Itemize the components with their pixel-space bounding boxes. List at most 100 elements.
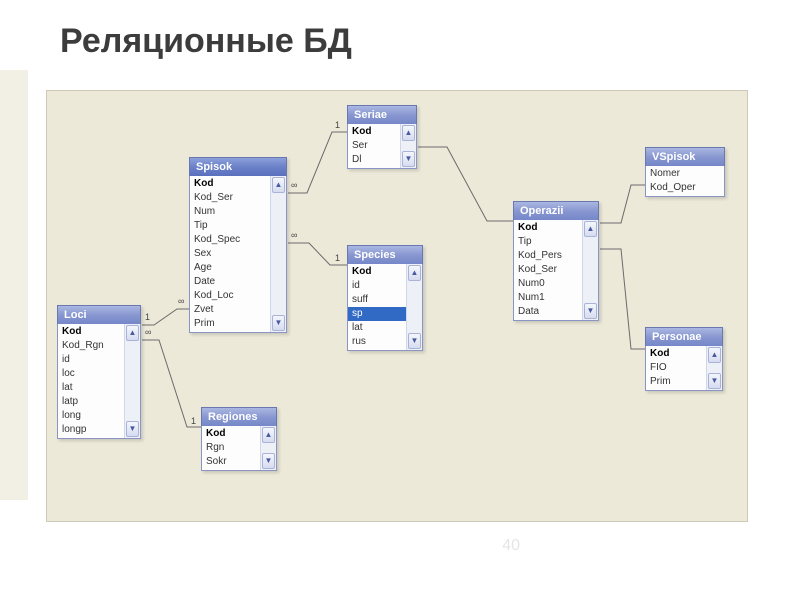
field-spisok-date[interactable]: Date bbox=[190, 275, 270, 289]
field-spisok-kod_spec[interactable]: Kod_Spec bbox=[190, 233, 270, 247]
field-species-kod[interactable]: Kod bbox=[348, 265, 406, 279]
cardinality-label: 1 bbox=[145, 313, 150, 322]
field-spisok-kod_ser[interactable]: Kod_Ser bbox=[190, 191, 270, 205]
field-operazii-data[interactable]: Data bbox=[514, 305, 582, 319]
field-spisok-prim[interactable]: Prim bbox=[190, 317, 270, 331]
table-regiones[interactable]: RegionesKodRgnSokr▲▼ bbox=[201, 407, 277, 471]
table-header-regiones[interactable]: Regiones bbox=[201, 407, 277, 426]
table-loci[interactable]: LociKodKod_Rgnidloclatlatplonglongp▲▼ bbox=[57, 305, 141, 439]
scrollbar[interactable]: ▲▼ bbox=[260, 426, 276, 470]
field-spisok-zvet[interactable]: Zvet bbox=[190, 303, 270, 317]
cardinality-label: ∞ bbox=[178, 297, 184, 306]
field-loci-kod[interactable]: Kod bbox=[58, 325, 124, 339]
scrollbar[interactable]: ▲▼ bbox=[270, 176, 286, 332]
scroll-down-icon[interactable]: ▼ bbox=[262, 453, 275, 469]
field-regiones-rgn[interactable]: Rgn bbox=[202, 441, 260, 455]
cardinality-label: 1 bbox=[191, 417, 196, 426]
field-species-suff[interactable]: suff bbox=[348, 293, 406, 307]
field-species-lat[interactable]: lat bbox=[348, 321, 406, 335]
scroll-track[interactable] bbox=[583, 238, 598, 302]
scroll-track[interactable] bbox=[401, 142, 416, 150]
table-header-seriae[interactable]: Seriae bbox=[347, 105, 417, 124]
field-species-sp[interactable]: sp bbox=[348, 307, 406, 321]
cardinality-label: ∞ bbox=[145, 328, 151, 337]
field-loci-long[interactable]: long bbox=[58, 409, 124, 423]
scroll-track[interactable] bbox=[707, 364, 722, 372]
scroll-up-icon[interactable]: ▲ bbox=[408, 265, 421, 281]
scrollbar[interactable]: ▲▼ bbox=[406, 264, 422, 350]
scroll-up-icon[interactable]: ▲ bbox=[126, 325, 139, 341]
scroll-up-icon[interactable]: ▲ bbox=[402, 125, 415, 141]
field-spisok-kod_loc[interactable]: Kod_Loc bbox=[190, 289, 270, 303]
field-spisok-tip[interactable]: Tip bbox=[190, 219, 270, 233]
table-seriae[interactable]: SeriaeKodSerDl▲▼ bbox=[347, 105, 417, 169]
field-loci-kod_rgn[interactable]: Kod_Rgn bbox=[58, 339, 124, 353]
table-header-vspisok[interactable]: VSpisok bbox=[645, 147, 725, 166]
table-header-personae[interactable]: Personae bbox=[645, 327, 723, 346]
table-personae[interactable]: PersonaeKodFIOPrim▲▼ bbox=[645, 327, 723, 391]
side-shadow bbox=[0, 70, 28, 500]
field-operazii-num1[interactable]: Num1 bbox=[514, 291, 582, 305]
table-operazii[interactable]: OperaziiKodTipKod_PersKod_SerNum0Num1Dat… bbox=[513, 201, 599, 321]
scroll-down-icon[interactable]: ▼ bbox=[708, 373, 721, 389]
field-vspisok-kod_oper[interactable]: Kod_Oper bbox=[646, 181, 724, 195]
field-spisok-age[interactable]: Age bbox=[190, 261, 270, 275]
cardinality-label: 1 bbox=[335, 121, 340, 130]
scroll-up-icon[interactable]: ▲ bbox=[584, 221, 597, 237]
field-species-rus[interactable]: rus bbox=[348, 335, 406, 349]
field-regiones-kod[interactable]: Kod bbox=[202, 427, 260, 441]
field-personae-fio[interactable]: FIO bbox=[646, 361, 706, 375]
field-operazii-kod[interactable]: Kod bbox=[514, 221, 582, 235]
scrollbar[interactable]: ▲▼ bbox=[582, 220, 598, 320]
table-body: KodTipKod_PersKod_SerNum0Num1Data▲▼ bbox=[513, 220, 599, 321]
scrollbar[interactable]: ▲▼ bbox=[706, 346, 722, 390]
table-body: KodKod_Rgnidloclatlatplonglongp▲▼ bbox=[57, 324, 141, 439]
scroll-track[interactable] bbox=[407, 282, 422, 332]
table-body: KodRgnSokr▲▼ bbox=[201, 426, 277, 471]
table-header-spisok[interactable]: Spisok bbox=[189, 157, 287, 176]
field-loci-latp[interactable]: latp bbox=[58, 395, 124, 409]
scroll-down-icon[interactable]: ▼ bbox=[402, 151, 415, 167]
field-spisok-num[interactable]: Num bbox=[190, 205, 270, 219]
scrollbar[interactable]: ▲▼ bbox=[400, 124, 416, 168]
field-operazii-num0[interactable]: Num0 bbox=[514, 277, 582, 291]
field-regiones-sokr[interactable]: Sokr bbox=[202, 455, 260, 469]
scroll-up-icon[interactable]: ▲ bbox=[272, 177, 285, 193]
diagram-canvas: LociKodKod_Rgnidloclatlatplonglongp▲▼Spi… bbox=[46, 90, 748, 522]
field-loci-id[interactable]: id bbox=[58, 353, 124, 367]
field-loci-longp[interactable]: longp bbox=[58, 423, 124, 437]
field-operazii-tip[interactable]: Tip bbox=[514, 235, 582, 249]
scroll-down-icon[interactable]: ▼ bbox=[584, 303, 597, 319]
field-seriae-kod[interactable]: Kod bbox=[348, 125, 400, 139]
scroll-down-icon[interactable]: ▼ bbox=[272, 315, 285, 331]
table-vspisok[interactable]: VSpisokNomerKod_Oper bbox=[645, 147, 725, 197]
table-header-loci[interactable]: Loci bbox=[57, 305, 141, 324]
scroll-up-icon[interactable]: ▲ bbox=[708, 347, 721, 363]
scroll-track[interactable] bbox=[271, 194, 286, 314]
scroll-track[interactable] bbox=[261, 444, 276, 452]
scroll-track[interactable] bbox=[125, 342, 140, 420]
field-loci-lat[interactable]: lat bbox=[58, 381, 124, 395]
field-operazii-kod_pers[interactable]: Kod_Pers bbox=[514, 249, 582, 263]
field-operazii-kod_ser[interactable]: Kod_Ser bbox=[514, 263, 582, 277]
field-loci-loc[interactable]: loc bbox=[58, 367, 124, 381]
scroll-down-icon[interactable]: ▼ bbox=[408, 333, 421, 349]
scrollbar[interactable]: ▲▼ bbox=[124, 324, 140, 438]
field-seriae-dl[interactable]: Dl bbox=[348, 153, 400, 167]
field-spisok-sex[interactable]: Sex bbox=[190, 247, 270, 261]
field-vspisok-nomer[interactable]: Nomer bbox=[646, 167, 724, 181]
table-species[interactable]: SpeciesKodidsuffsplatrus▲▼ bbox=[347, 245, 423, 351]
relation-operazii-vspisok bbox=[600, 185, 645, 223]
relation-operazii-personae bbox=[600, 249, 645, 349]
page-title: Реляционные БД bbox=[60, 22, 352, 61]
field-personae-prim[interactable]: Prim bbox=[646, 375, 706, 389]
scroll-down-icon[interactable]: ▼ bbox=[126, 421, 139, 437]
scroll-up-icon[interactable]: ▲ bbox=[262, 427, 275, 443]
field-spisok-kod[interactable]: Kod bbox=[190, 177, 270, 191]
field-species-id[interactable]: id bbox=[348, 279, 406, 293]
table-header-species[interactable]: Species bbox=[347, 245, 423, 264]
table-header-operazii[interactable]: Operazii bbox=[513, 201, 599, 220]
field-personae-kod[interactable]: Kod bbox=[646, 347, 706, 361]
table-spisok[interactable]: SpisokKodKod_SerNumTipKod_SpecSexAgeDate… bbox=[189, 157, 287, 333]
field-seriae-ser[interactable]: Ser bbox=[348, 139, 400, 153]
